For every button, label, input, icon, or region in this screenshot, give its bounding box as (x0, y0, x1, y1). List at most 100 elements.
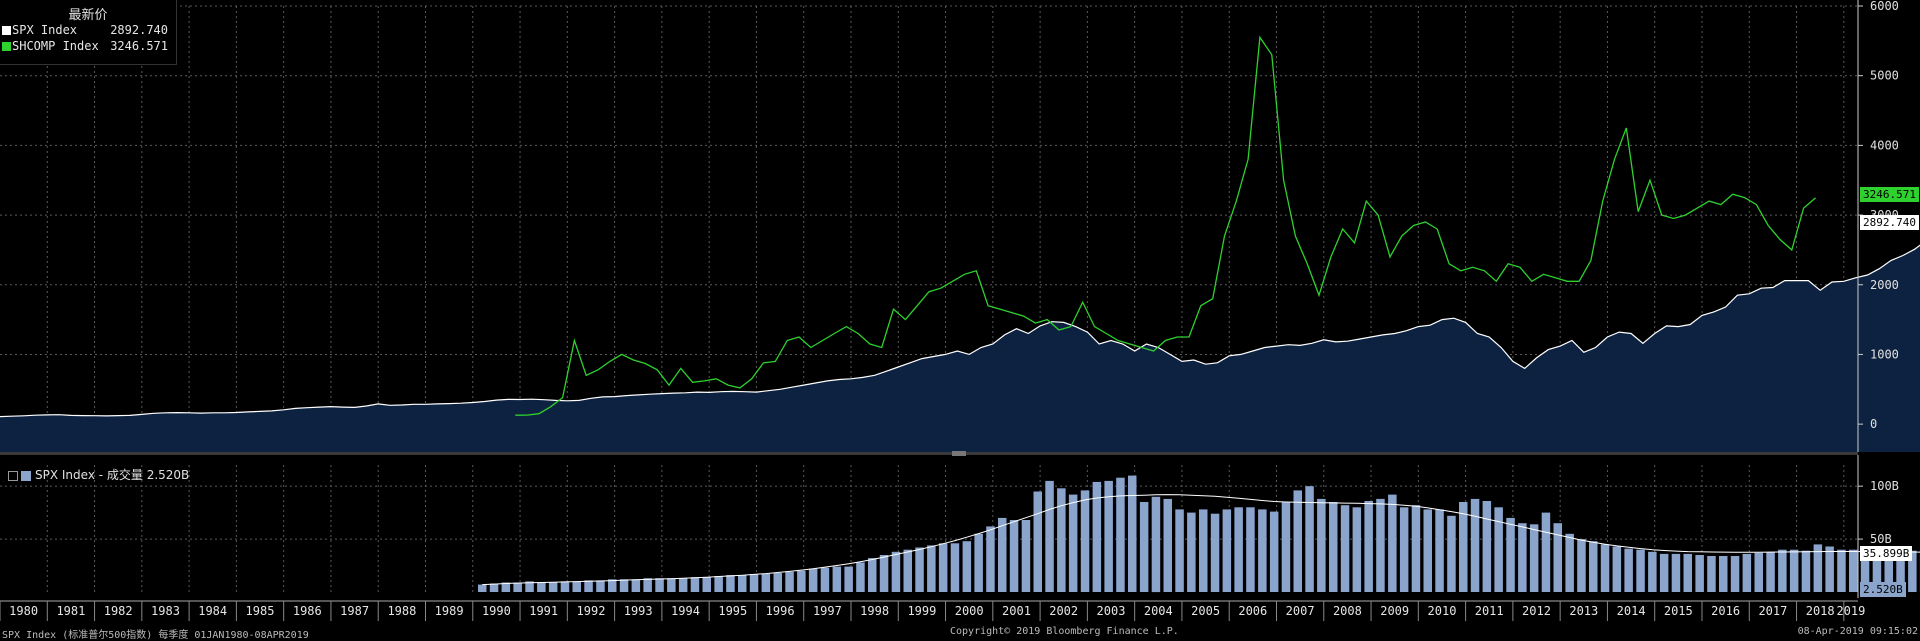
volume-bar (478, 585, 487, 592)
volume-bar (1069, 495, 1078, 592)
volume-bar (1294, 490, 1303, 592)
price-tick-label: 0 (1870, 417, 1877, 431)
divider-handle-icon (952, 451, 966, 456)
year-label: 2000 (955, 604, 984, 618)
price-tick-label: 1000 (1870, 347, 1899, 361)
volume-bar (1081, 490, 1090, 592)
volume-bar (1164, 499, 1173, 592)
volume-bar (1317, 499, 1326, 592)
volume-bar (643, 578, 652, 592)
volume-bar (1435, 509, 1444, 592)
volume-tick-label: 100B (1870, 479, 1899, 493)
volume-bar (1329, 502, 1338, 592)
year-label: 2012 (1522, 604, 1551, 618)
year-label: 1994 (671, 604, 700, 618)
year-label: 2004 (1144, 604, 1173, 618)
year-label: 2007 (1286, 604, 1315, 618)
volume-bar (1175, 509, 1184, 592)
volume-bar (1152, 497, 1161, 592)
price-legend[interactable]: 最新价 SPX Index 2892.740 SHCOMP Index 3246… (0, 0, 177, 65)
volume-bar (986, 526, 995, 592)
spx-last-price-tag: 2892.740 (1860, 215, 1919, 230)
year-label: 2010 (1428, 604, 1457, 618)
year-label: 1991 (529, 604, 558, 618)
volume-bar (1542, 513, 1551, 592)
volume-bar (1483, 501, 1492, 592)
volume-bar (927, 545, 936, 592)
volume-bar (1743, 554, 1752, 592)
volume-bar (1518, 523, 1527, 592)
footer-timestamp: 08-Apr-2019 09:15:02 (1798, 626, 1918, 637)
year-label: 1992 (577, 604, 606, 618)
spx-swatch-icon (2, 26, 11, 35)
volume-bar (1494, 507, 1503, 592)
volume-bar (1388, 495, 1397, 592)
volume-bar (939, 543, 948, 592)
year-label: 1985 (246, 604, 275, 618)
year-label: 1996 (766, 604, 795, 618)
volume-bar (1695, 555, 1704, 592)
volume-bar (1223, 509, 1232, 592)
year-label: 1999 (907, 604, 936, 618)
volume-bar (1837, 550, 1846, 592)
volume-bar (1755, 553, 1764, 592)
volume-bar (549, 583, 558, 593)
volume-bar (655, 578, 664, 592)
year-label: 1986 (293, 604, 322, 618)
volume-bar (1353, 507, 1362, 592)
year-label: 2001 (1002, 604, 1031, 618)
volume-bar (1624, 549, 1633, 592)
year-label: 1997 (813, 604, 842, 618)
volume-bar (1341, 505, 1350, 592)
volume-bar (1234, 507, 1243, 592)
year-label: 1982 (104, 604, 133, 618)
year-label: 1998 (860, 604, 889, 618)
volume-bar (1034, 492, 1043, 593)
price-tick-label: 5000 (1870, 69, 1899, 83)
volume-bar (726, 575, 735, 592)
volume-bar (1589, 541, 1598, 592)
year-label: 1993 (624, 604, 653, 618)
legend-value: 3246.571 (110, 38, 168, 54)
year-label: 2017 (1758, 604, 1787, 618)
year-label: 2006 (1238, 604, 1267, 618)
volume-bar (1731, 556, 1740, 592)
volume-bar (632, 579, 641, 592)
year-label: 2003 (1097, 604, 1126, 618)
legend-item-shcomp[interactable]: SHCOMP Index 3246.571 (0, 38, 176, 54)
volume-bar (974, 534, 983, 592)
volume-bar (537, 583, 546, 593)
volume-bar (738, 575, 747, 592)
volume-bar (844, 567, 853, 592)
volume-legend[interactable]: SPX Index - 成交量 2.520B (8, 466, 189, 483)
volume-bar (1022, 520, 1030, 592)
volume-bar (1424, 509, 1433, 592)
volume-bar (1471, 499, 1480, 592)
volume-bar (1530, 524, 1539, 592)
volume-bar (1010, 520, 1019, 592)
volume-bar (1045, 481, 1054, 592)
volume-bar (1412, 505, 1421, 592)
year-label: 1990 (482, 604, 511, 618)
expand-icon[interactable] (8, 471, 18, 481)
volume-bar (714, 576, 723, 592)
volume-last-tag: 2.520B (1860, 582, 1906, 597)
volume-bar (561, 581, 570, 592)
price-tick-label: 6000 (1870, 0, 1899, 13)
year-label: 2018 (1806, 604, 1835, 618)
price-tick-label: 4000 (1870, 138, 1899, 152)
year-label: 2015 (1664, 604, 1693, 618)
legend-item-spx[interactable]: SPX Index 2892.740 (0, 22, 176, 38)
volume-bar (584, 580, 593, 592)
volume-bar (1057, 488, 1066, 592)
volume-bar (1636, 550, 1645, 592)
volume-bar (1613, 547, 1622, 593)
volume-bar (1376, 499, 1385, 592)
volume-bar (1684, 554, 1693, 592)
volume-bar (1506, 518, 1515, 592)
volume-bar (490, 584, 499, 593)
volume-bar (1565, 534, 1574, 592)
volume-bar (856, 562, 865, 592)
